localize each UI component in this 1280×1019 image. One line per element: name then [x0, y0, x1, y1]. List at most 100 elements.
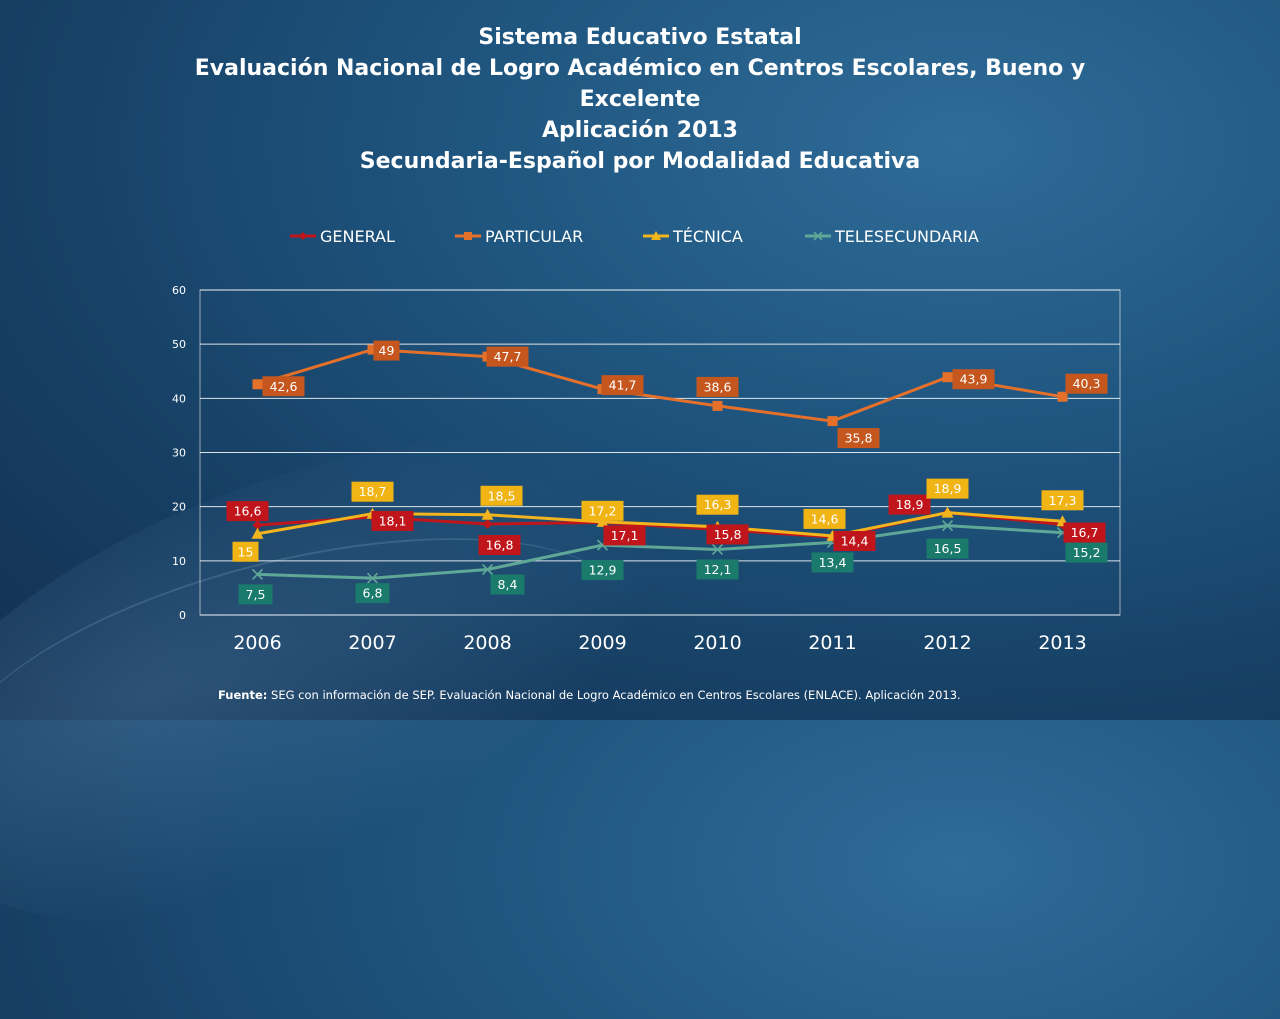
data-label: 18,7: [359, 484, 387, 499]
data-point: [366, 572, 379, 584]
legend-marker: [299, 232, 307, 240]
x-tick-label: 2008: [463, 632, 511, 654]
data-label: 16,3: [704, 497, 732, 512]
title-line-2: Evaluación Nacional de Logro Académico e…: [194, 56, 1086, 112]
source-note: Fuente: SEG con información de SEP. Eval…: [218, 688, 1218, 702]
data-point: [941, 520, 954, 532]
data-label: 43,9: [960, 372, 988, 387]
data-label: 18,9: [896, 497, 924, 512]
data-label-box: [833, 531, 876, 551]
source-label: Fuente:: [218, 688, 268, 702]
data-label-box: [581, 500, 624, 521]
x-tick-label: 2007: [348, 632, 396, 654]
data-label-box: [601, 375, 644, 396]
data-label-box: [696, 559, 739, 580]
data-label-box: [837, 428, 880, 449]
data-point: [251, 527, 264, 539]
data-label-box: [811, 552, 854, 573]
legend-label: GENERAL: [320, 227, 395, 246]
y-tick-label: 0: [179, 609, 186, 622]
data-point: [481, 508, 494, 520]
data-label-box: [581, 560, 624, 581]
data-label-box: [478, 535, 521, 555]
data-label-box: [952, 369, 995, 390]
data-label: 16,5: [934, 541, 962, 556]
data-label: 40,3: [1073, 376, 1101, 391]
data-label-box: [1065, 542, 1108, 563]
data-label: 17,3: [1049, 493, 1077, 508]
data-label: 8,4: [498, 577, 518, 592]
data-point: [711, 543, 724, 556]
data-label-box: [232, 541, 259, 562]
x-tick-label: 2011: [808, 632, 856, 654]
legend-label: PARTICULAR: [485, 227, 583, 246]
data-label-box: [926, 538, 969, 559]
data-label: 35,8: [845, 431, 873, 446]
data-label: 41,7: [609, 378, 637, 393]
data-label: 49: [379, 343, 395, 358]
data-point: [252, 379, 263, 390]
data-label-box: [696, 376, 739, 397]
x-tick-label: 2013: [1038, 632, 1086, 654]
x-tick-label: 2010: [693, 632, 741, 654]
data-label-box: [373, 340, 400, 361]
data-point: [827, 416, 838, 427]
data-point: [1057, 391, 1068, 402]
y-tick-label: 40: [172, 392, 186, 405]
data-point: [596, 515, 609, 527]
data-label: 12,1: [704, 562, 732, 577]
line-chart: 0 10 20 30 40 50 60 2006 2007 2008 2009 2010 2011 201…: [172, 227, 1108, 654]
data-label: 16,6: [234, 504, 262, 519]
y-tick-label: 60: [172, 284, 186, 297]
data-label-box: [262, 376, 305, 397]
data-label: 16,7: [1071, 525, 1099, 540]
data-point: [251, 568, 264, 580]
x-tick-label: 2006: [233, 632, 281, 654]
data-label-box: [603, 525, 646, 546]
series-line: [257, 524, 1063, 580]
data-label-box: [803, 508, 846, 529]
legend-label: TÉCNICA: [672, 227, 743, 246]
x-tick-label: 2012: [923, 632, 971, 654]
data-label-box: [1041, 490, 1084, 511]
legend-label: TELESECUNDARIA: [834, 227, 979, 246]
y-tick-label: 10: [172, 555, 186, 568]
source-text: SEG con información de SEP. Evaluación N…: [267, 688, 961, 702]
legend-marker: [651, 231, 661, 240]
data-label-box: [696, 494, 739, 515]
legend-marker: [464, 232, 472, 240]
chart-title: Sistema Educativo Estatal Evaluación Nac…: [150, 22, 1130, 177]
data-label-box: [1065, 373, 1108, 394]
title-line-3: Aplicación 2013: [542, 118, 738, 143]
y-tick-label: 30: [172, 447, 186, 460]
data-label-box: [355, 583, 390, 604]
data-label: 18,1: [379, 513, 407, 528]
data-label: 12,9: [589, 563, 617, 578]
data-point: [482, 519, 493, 529]
data-point: [941, 506, 954, 518]
data-point: [481, 563, 494, 576]
data-label-box: [371, 510, 414, 531]
data-label: 15,2: [1073, 545, 1101, 560]
data-point: [367, 344, 378, 355]
data-label: 17,2: [589, 503, 617, 518]
data-label: 7,5: [246, 587, 266, 602]
data-label: 42,6: [270, 379, 298, 394]
data-label: 14,6: [811, 511, 839, 526]
data-label-box: [480, 485, 523, 506]
data-label: 15: [238, 544, 254, 559]
data-label-box: [706, 524, 749, 545]
data-label-box: [486, 346, 529, 367]
title-line-4: Secundaria-Español por Modalidad Educati…: [359, 149, 921, 174]
data-point: [712, 400, 723, 411]
data-label: 38,6: [704, 379, 732, 394]
data-label: 13,4: [819, 555, 847, 570]
data-point: [252, 520, 263, 531]
data-label: 17,1: [611, 528, 639, 543]
title-line-1: Sistema Educativo Estatal: [478, 25, 802, 50]
data-label-box: [238, 584, 273, 605]
legend-marker: [813, 231, 823, 241]
data-label-box: [1063, 522, 1106, 543]
data-label: 18,5: [488, 488, 516, 503]
data-label-box: [926, 478, 969, 499]
